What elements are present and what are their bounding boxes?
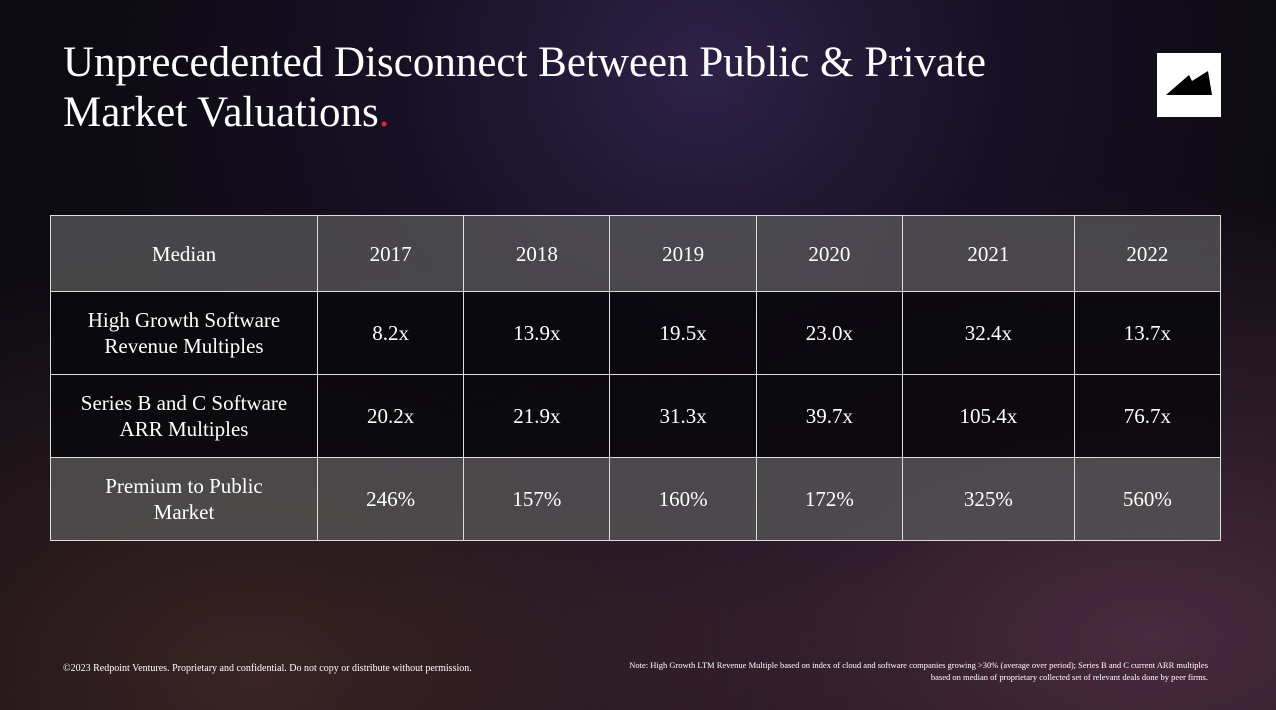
footnote: Note: High Growth LTM Revenue Multiple b… <box>629 660 1208 682</box>
table-cell: 157% <box>463 457 611 541</box>
table-cell: 172% <box>755 457 903 541</box>
header-cell: 2019 <box>609 215 757 292</box>
title-dot: . <box>378 89 390 136</box>
table-cell: 21.9x <box>463 374 611 458</box>
table-cell: 19.5x <box>609 291 757 375</box>
title-text: Unprecedented Disconnect Between Public … <box>63 39 987 136</box>
header-cell: Median <box>50 215 318 292</box>
header-cell: 2017 <box>316 215 465 292</box>
row-label: Premium to Public Market <box>50 457 318 541</box>
page-title: Unprecedented Disconnect Between Public … <box>63 38 1113 138</box>
table-cell: 105.4x <box>901 374 1075 458</box>
table-cell: 20.2x <box>316 374 465 458</box>
table-cell: 13.7x <box>1073 291 1222 375</box>
table-header-row: Median 2017 2018 2019 2020 2021 2022 <box>50 215 1222 292</box>
table-cell: 325% <box>901 457 1075 541</box>
header-cell: 2020 <box>755 215 903 292</box>
table-row: High Growth Software Revenue Multiples 8… <box>50 291 1222 375</box>
table-cell: 23.0x <box>755 291 903 375</box>
table-cell: 32.4x <box>901 291 1075 375</box>
redpoint-logo-icon <box>1157 53 1221 117</box>
table-cell: 31.3x <box>609 374 757 458</box>
table-row: Premium to Public Market 246% 157% 160% … <box>50 457 1222 541</box>
valuation-table: Median 2017 2018 2019 2020 2021 2022 Hig… <box>50 215 1222 541</box>
table-cell: 13.9x <box>463 291 611 375</box>
table-cell: 160% <box>609 457 757 541</box>
table-cell: 39.7x <box>755 374 903 458</box>
table-cell: 76.7x <box>1073 374 1222 458</box>
table-row: Series B and C Software ARR Multiples 20… <box>50 374 1222 458</box>
table-cell: 8.2x <box>316 291 465 375</box>
table-cell: 560% <box>1073 457 1222 541</box>
row-label: High Growth Software Revenue Multiples <box>50 291 318 375</box>
table-cell: 246% <box>316 457 465 541</box>
header-cell: 2022 <box>1073 215 1222 292</box>
row-label: Series B and C Software ARR Multiples <box>50 374 318 458</box>
copyright-footer: ©2023 Redpoint Ventures. Proprietary and… <box>63 663 472 674</box>
header-cell: 2021 <box>901 215 1075 292</box>
header-cell: 2018 <box>463 215 611 292</box>
